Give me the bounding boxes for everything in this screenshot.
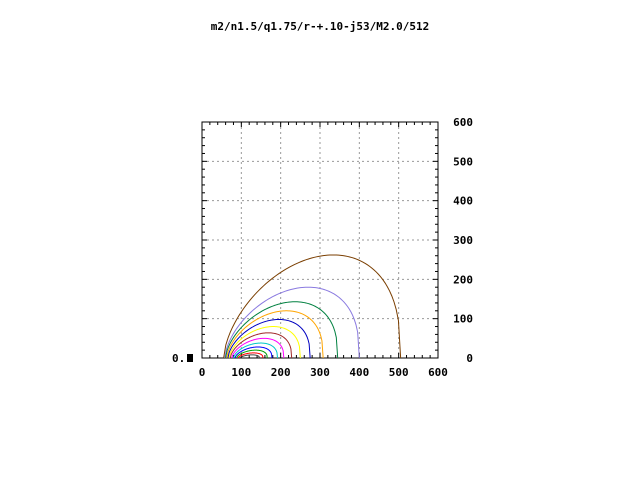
side-marker	[187, 354, 193, 362]
y-tick-label: 300	[453, 234, 473, 247]
series-curve-5	[227, 318, 311, 359]
x-tick-label: 200	[271, 366, 291, 379]
series-curve-2	[224, 286, 360, 359]
x-tick-label: 500	[389, 366, 409, 379]
series-curve-13	[239, 354, 260, 359]
x-tick-label: 400	[349, 366, 369, 379]
x-tick-label: 300	[310, 366, 330, 379]
grid	[202, 122, 438, 358]
x-tick-label: 0	[199, 366, 206, 379]
axis-ticks	[201, 121, 439, 359]
y-tick-label: 500	[453, 155, 473, 168]
y-tick-label: 600	[453, 116, 473, 129]
series-curve-11	[236, 349, 268, 359]
y-tick-label: 0	[466, 352, 473, 365]
side-label: 0.	[172, 352, 186, 365]
series-curve-6	[228, 326, 301, 359]
series-curve-8	[231, 337, 285, 359]
chart-title: m2/n1.5/q1.75/r-+.10-j53/M2.0/512	[210, 20, 430, 33]
x-tick-label: 100	[231, 366, 251, 379]
series-curve-1	[223, 254, 402, 359]
series-curve-10	[234, 346, 273, 359]
x-tick-label: 600	[428, 366, 448, 379]
y-tick-label: 200	[453, 273, 473, 286]
y-tick-label: 100	[453, 313, 473, 326]
series-curve-9	[232, 342, 279, 359]
y-tick-label: 400	[453, 195, 473, 208]
series-curve-3	[225, 301, 339, 359]
series-curve-4	[226, 310, 324, 359]
series-curve-12	[237, 352, 264, 359]
series-group	[223, 254, 402, 359]
tick-labels: 0 100 200 300 400 500 600 0 100 200 300 400 500 600	[199, 116, 473, 379]
series-curve-7	[229, 332, 293, 359]
